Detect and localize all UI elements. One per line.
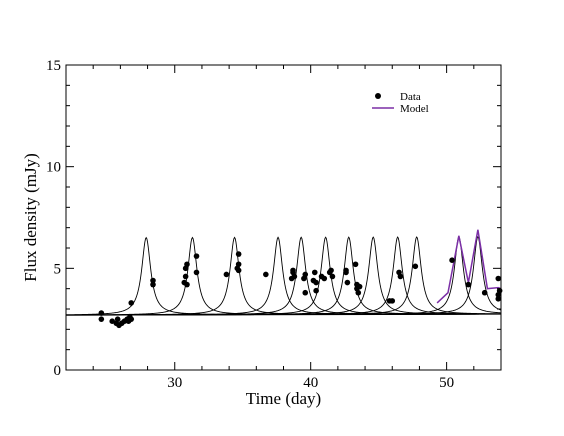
data-point-50 <box>355 289 362 296</box>
data-point-13 <box>150 277 156 284</box>
x-axis-label: Time (day) <box>246 389 321 408</box>
baseline-line <box>65 313 502 316</box>
data-point-19 <box>184 281 190 288</box>
data-point-31 <box>291 273 298 280</box>
data-point-0 <box>98 310 105 316</box>
legend: Data Model <box>372 91 429 115</box>
legend-data-label: Data <box>400 91 421 103</box>
data-point-4 <box>114 316 121 322</box>
data-point-57 <box>449 257 455 264</box>
data-point-42 <box>328 267 334 274</box>
data-point-21 <box>193 269 200 276</box>
data-point-1 <box>98 316 105 322</box>
y-axis-label: Flux density (mJy) <box>21 153 40 281</box>
data-point-24 <box>235 261 242 268</box>
data-point-40 <box>321 275 328 282</box>
legend-data-marker <box>375 93 381 99</box>
data-point-22 <box>223 271 230 278</box>
data-point-27 <box>263 271 269 278</box>
data-point-34 <box>302 271 309 278</box>
y-tick-label-1: 5 <box>54 261 62 277</box>
model-layer <box>436 229 501 304</box>
data-point-43 <box>329 273 336 280</box>
data-point-62 <box>495 296 502 302</box>
axis-ticks: 30 40 50 0 5 10 15 <box>46 58 502 391</box>
data-point-38 <box>313 279 319 286</box>
data-point-58 <box>465 281 472 288</box>
data-point-36 <box>311 269 318 276</box>
baseline-layer <box>65 313 502 316</box>
data-point-26 <box>235 267 242 274</box>
data-point-56 <box>412 263 419 270</box>
plot-frame <box>65 64 502 371</box>
data-point-37 <box>313 287 319 294</box>
data-point-46 <box>344 279 351 286</box>
y-tick-label-3: 15 <box>46 58 61 74</box>
data-point-45 <box>343 269 349 276</box>
data-point-55 <box>397 273 404 280</box>
data-point-16 <box>182 273 189 280</box>
data-point-59 <box>481 289 488 296</box>
data-point-25 <box>235 251 242 257</box>
data-point-47 <box>352 261 359 268</box>
data-point-20 <box>193 253 200 259</box>
data-points <box>98 251 503 329</box>
y-tick-label-0: 0 <box>54 363 62 379</box>
x-tick-label-2: 50 <box>439 375 454 391</box>
data-point-33 <box>302 289 309 296</box>
data-point-60 <box>495 275 502 282</box>
y-tick-label-2: 10 <box>46 160 61 176</box>
x-tick-label-1: 40 <box>303 375 318 391</box>
data-point-12 <box>128 300 135 306</box>
data-point-14 <box>150 281 156 288</box>
data-point-51 <box>356 283 363 290</box>
data-point-18 <box>184 261 190 268</box>
data-point-53 <box>389 298 396 304</box>
legend-model-label: Model <box>400 103 429 115</box>
model-line <box>436 229 501 304</box>
data-point-11 <box>128 316 135 322</box>
data-point-30 <box>290 267 296 274</box>
x-tick-label-0: 30 <box>167 375 182 391</box>
